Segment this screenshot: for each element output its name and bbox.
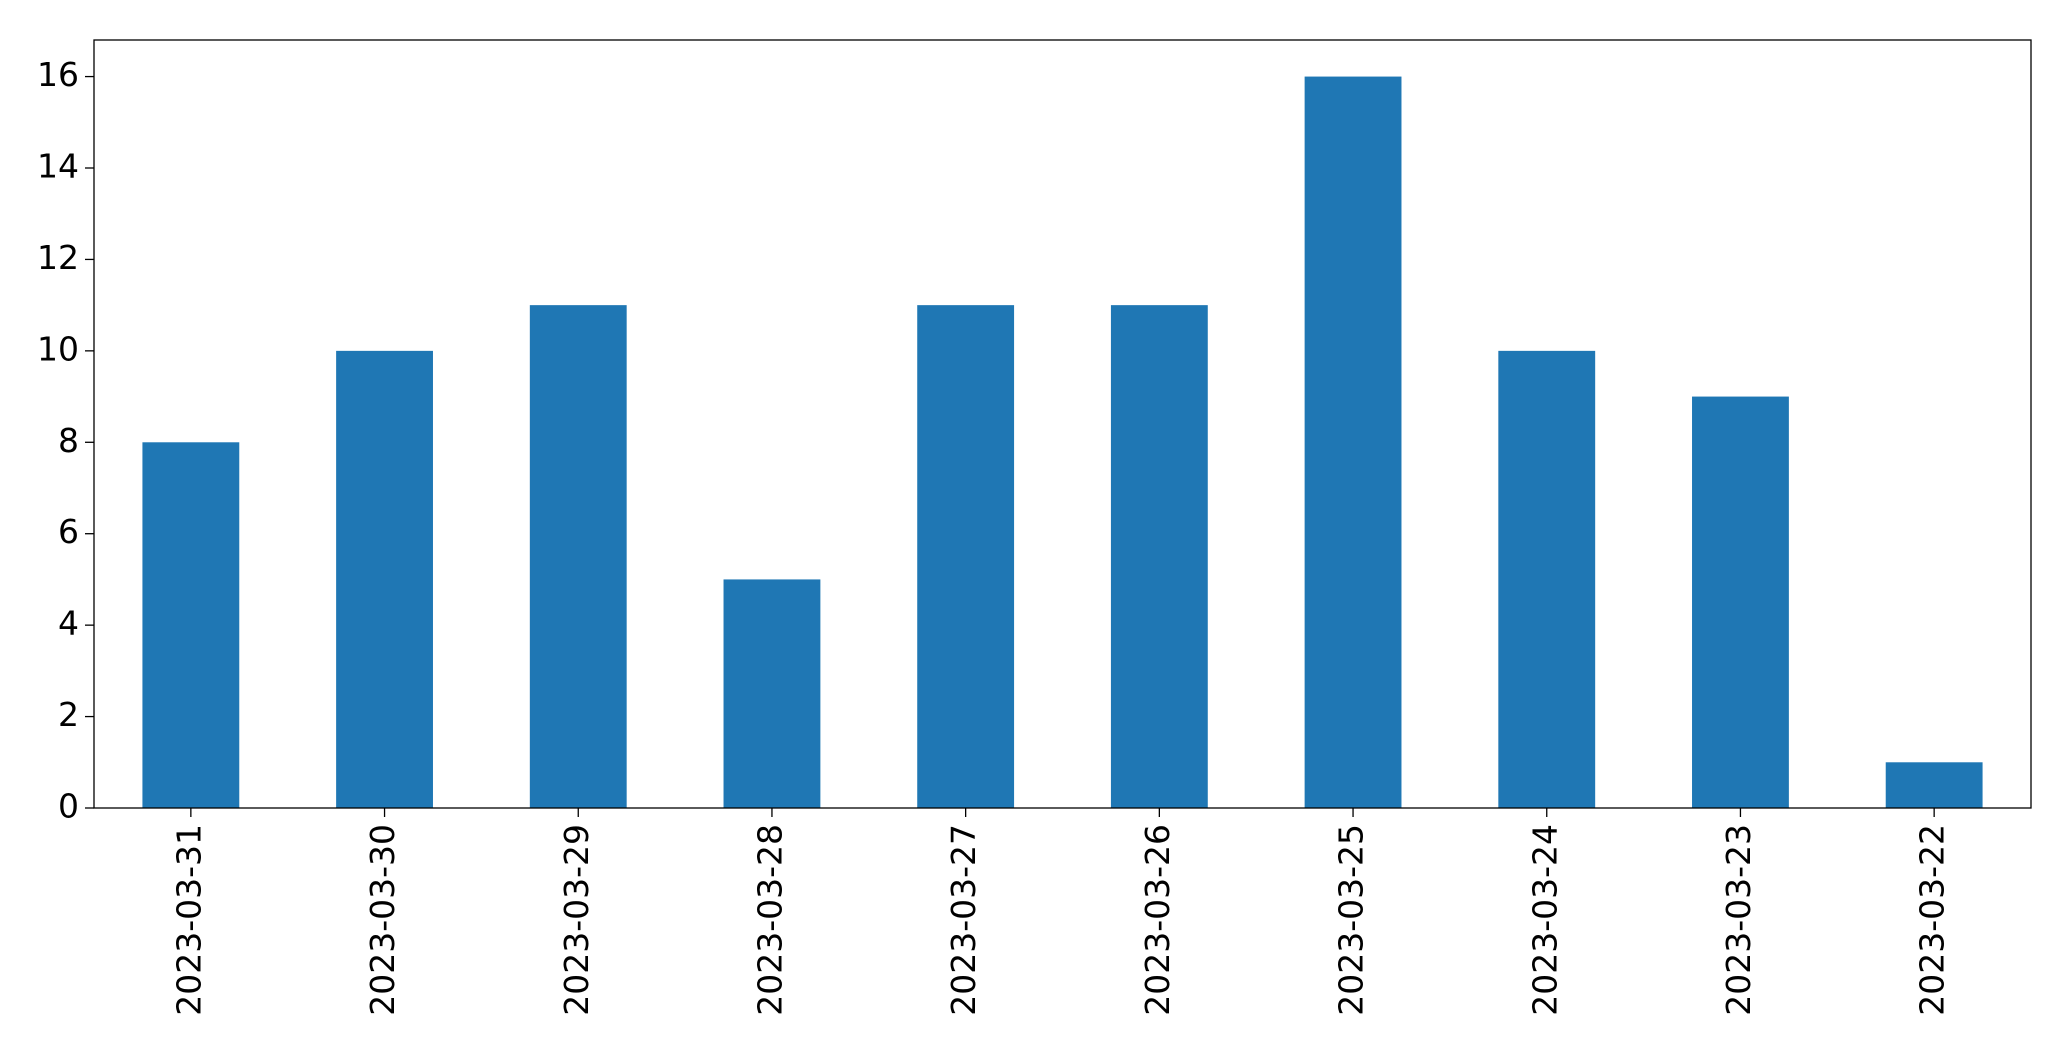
x-tick-label: 2023-03-25 [1332,824,1371,1016]
y-tick-label: 12 [37,238,79,277]
x-tick-label: 2023-03-29 [557,824,596,1016]
y-tick-label: 2 [58,695,79,734]
bar [529,305,627,808]
plot-frame [93,39,2032,809]
y-tick-label: 4 [58,604,79,643]
bar [142,442,240,808]
bar [1304,76,1402,809]
bar [1885,762,1983,808]
x-tick-label: 2023-03-23 [1719,824,1758,1016]
bar [336,350,433,808]
bar [1498,350,1596,808]
x-tick-label: 2023-03-31 [169,824,208,1016]
bar [1110,305,1208,808]
y-tick-label: 6 [58,512,79,551]
x-tick-label: 2023-03-22 [1913,824,1952,1016]
x-tick-label: 2023-03-27 [944,824,983,1016]
bar [917,305,1015,808]
bar [723,579,821,808]
x-tick-label: 2023-03-28 [750,824,789,1016]
x-tick-label: 2023-03-30 [363,824,402,1016]
x-tick-label: 2023-03-24 [1525,824,1564,1016]
x-tick-label: 2023-03-26 [1138,824,1177,1016]
y-tick-label: 0 [58,787,79,826]
y-tick-label: 14 [37,147,79,186]
bar [1692,396,1789,808]
y-tick-label: 16 [37,55,79,94]
y-tick-label: 8 [58,421,79,460]
y-tick-label: 10 [37,329,79,368]
